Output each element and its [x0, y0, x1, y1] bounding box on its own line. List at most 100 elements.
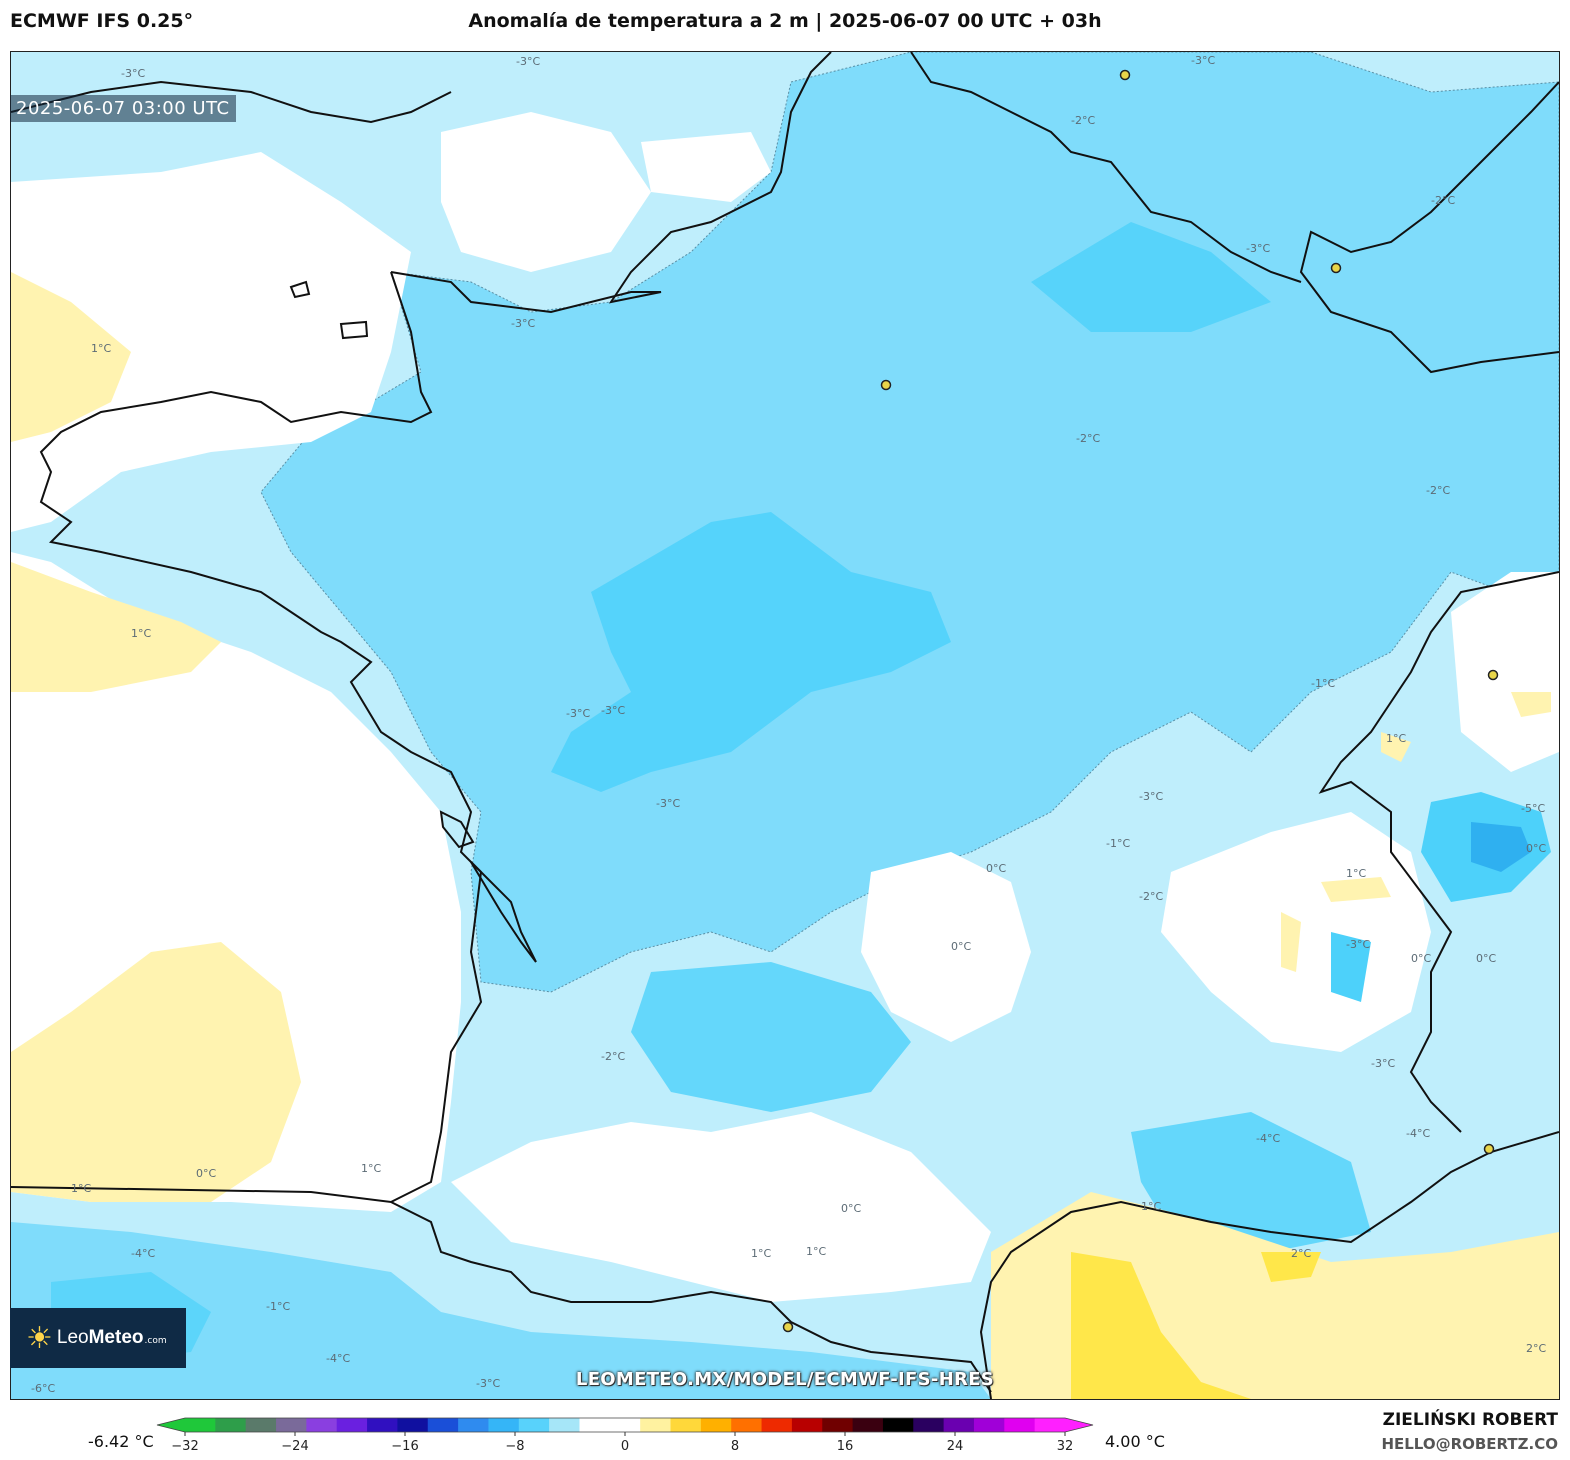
colorbar-tick-label: 0 [621, 1439, 629, 1454]
colorbar-segment [488, 1418, 520, 1432]
colorbar-segment [185, 1418, 216, 1432]
colorbar-segment [1034, 1418, 1066, 1432]
contour-label: -4°C [326, 1352, 350, 1365]
city-marker [1330, 262, 1342, 274]
contour-label: -3°C [566, 707, 590, 720]
contour-label: -3°C [1139, 790, 1163, 803]
anomaly-area-plus1-atlantic [11, 272, 131, 442]
valid-time-badge: 2025-06-07 03:00 UTC [10, 95, 236, 122]
logo-text: LeoMeteo [56, 1327, 144, 1348]
colorbar-segment [458, 1418, 490, 1432]
colorbar-tick-label: 24 [947, 1439, 964, 1454]
contour-label: 2°C [1526, 1342, 1546, 1355]
anomaly-area-zero-south [451, 1112, 991, 1302]
colorbar-segment [276, 1418, 307, 1432]
contour-label: -3°C [121, 67, 145, 80]
contour-label: -3°C [656, 797, 680, 810]
colorbar-min-arrow [157, 1418, 185, 1432]
watermark-url: LEOMETEO.MX/MODEL/ECMWF-IFS-HRES [575, 1369, 995, 1390]
colorbar-min-label: -6.42 °C [88, 1432, 154, 1451]
contour-label: -1°C [1106, 837, 1130, 850]
city-marker [782, 1321, 794, 1333]
contour-label: 1°C [1346, 867, 1366, 880]
city-markers [782, 69, 1499, 1333]
contour-label: 1°C [91, 342, 111, 355]
colorbar-tick-label: 32 [1057, 1439, 1074, 1454]
colorbar-tick-label: −16 [391, 1439, 418, 1454]
author-name: ZIELIŃSKI ROBERT [1382, 1410, 1558, 1430]
colorbar-tick-label: −24 [281, 1439, 308, 1454]
colorbar-segment [518, 1418, 550, 1432]
contour-label: 0°C [196, 1167, 216, 1180]
anomaly-area-zero-west [11, 152, 411, 532]
contour-label: 0°C [1476, 952, 1496, 965]
contour-label: -4°C [1406, 1127, 1430, 1140]
colorbar-segment [215, 1418, 247, 1432]
colorbar-segment [549, 1418, 581, 1432]
contour-label: -1°C [266, 1300, 290, 1313]
sun-icon: ☀ [26, 1320, 53, 1356]
colorbar-segment [761, 1418, 793, 1432]
colorbar-segment [367, 1418, 399, 1432]
author-email[interactable]: HELLO@ROBERTZ.CO [1381, 1435, 1558, 1453]
contour-label: -3°C [516, 55, 540, 68]
contour-label: -5°C [1521, 802, 1545, 815]
contour-label: -2°C [1076, 432, 1100, 445]
contour-label: 1°C [1141, 1200, 1161, 1213]
colorbar-tick-label: −8 [505, 1439, 524, 1454]
contour-label: -3°C [511, 317, 535, 330]
contour-label: -3°C [476, 1377, 500, 1390]
leometeo-logo[interactable]: ☀ LeoMeteo .com [10, 1308, 186, 1368]
colorbar-segment [822, 1418, 854, 1432]
model-label: ECMWF IFS 0.25° [10, 10, 194, 32]
colorbar-segment [1004, 1418, 1036, 1432]
map-title: Anomalía de temperatura a 2 m | 2025-06-… [468, 10, 1102, 32]
colorbar-segment [791, 1418, 823, 1432]
colorbar-segment [731, 1418, 763, 1432]
contour-label: 1°C [361, 1162, 381, 1175]
colorbar-segment [670, 1418, 702, 1432]
colorbar-segment [640, 1418, 672, 1432]
city-marker [1119, 69, 1131, 81]
contour-label: 2°C [1291, 1247, 1311, 1260]
contour-label: -2°C [601, 1050, 625, 1063]
contour-label: 1°C [131, 627, 151, 640]
contour-label: 1°C [751, 1247, 771, 1260]
colorbar-tick-label: −32 [171, 1439, 198, 1454]
colorbar-segment [700, 1418, 732, 1432]
contour-label: -3°C [1346, 938, 1370, 951]
contour-label: 0°C [986, 862, 1006, 875]
colorbar-segment [609, 1418, 641, 1432]
contour-label: -2°C [1139, 890, 1163, 903]
logo-tld: .com [144, 1336, 167, 1346]
colorbar-max-label: 4.00 °C [1105, 1432, 1165, 1451]
contour-label: -2°C [1426, 484, 1450, 497]
contour-label: 1°C [1386, 732, 1406, 745]
anomaly-area-plus2-med [1071, 1252, 1251, 1399]
map-panel[interactable]: -3°C -3°C -3°C -3°C -2°C -3°C -3°C -3°C … [10, 51, 1560, 1400]
contour-label: -3°C [1191, 54, 1215, 67]
colorbar-segment [397, 1418, 429, 1432]
contour-label: 1°C [806, 1245, 826, 1258]
colorbar-segment [882, 1418, 914, 1432]
colorbar-segment [973, 1418, 1005, 1432]
colorbar: −32 −24 −16 −8 0 8 16 24 32 [156, 1417, 1094, 1454]
colorbar-segment [245, 1418, 277, 1432]
contour-label: -2°C [1431, 194, 1455, 207]
contour-label: -3°C [1371, 1057, 1395, 1070]
contour-label: -3°C [601, 704, 625, 717]
contour-label: 0°C [1526, 842, 1546, 855]
contour-label: 1°C [71, 1182, 91, 1195]
city-marker [1483, 1143, 1495, 1155]
contour-label: 0°C [951, 940, 971, 953]
contour-label: -6°C [31, 1382, 55, 1395]
contour-label: -3°C [1246, 242, 1270, 255]
contour-label: -1°C [1311, 677, 1335, 690]
anomaly-area-minus4 [551, 512, 951, 792]
colorbar-segment [336, 1418, 368, 1432]
anomaly-map: -3°C -3°C -3°C -3°C -2°C -3°C -3°C -3°C … [11, 52, 1559, 1399]
colorbar-segment [852, 1418, 884, 1432]
colorbar-segment [579, 1418, 611, 1432]
contour-label: 0°C [1411, 952, 1431, 965]
colorbar-max-arrow [1065, 1418, 1093, 1432]
